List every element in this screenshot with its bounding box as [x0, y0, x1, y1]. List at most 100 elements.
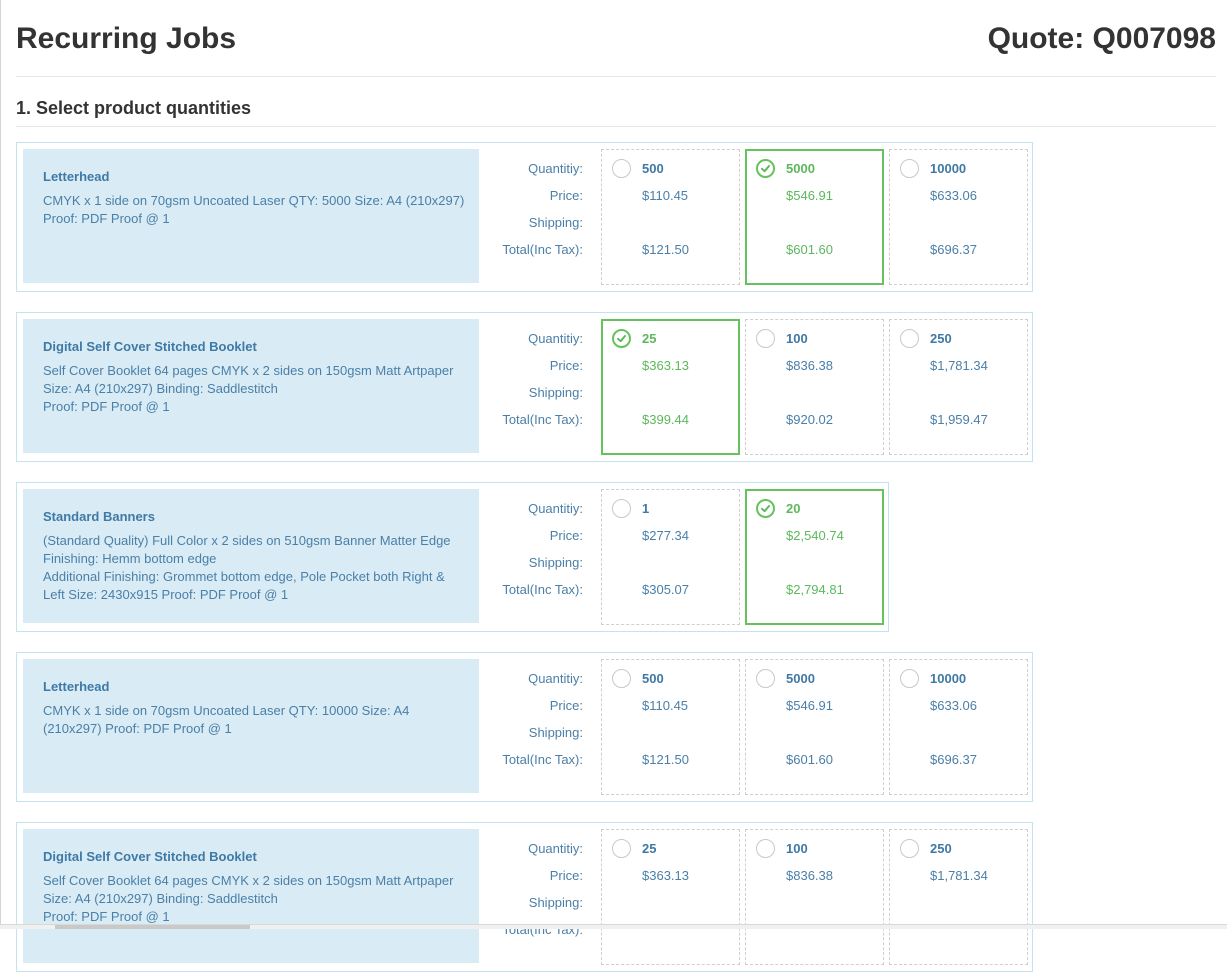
- quantity-option[interactable]: 100 $836.38: [745, 829, 884, 965]
- radio-button[interactable]: [900, 669, 919, 688]
- product-description: CMYK x 1 side on 70gsm Uncoated Laser QT…: [43, 702, 473, 738]
- option-quantity: 250: [930, 331, 952, 346]
- option-price: $2,540.74: [786, 528, 844, 543]
- radio-button[interactable]: [612, 329, 631, 348]
- quantity-option[interactable]: 10000 $633.06 $696.37: [889, 149, 1028, 285]
- product-description-line: Finishing: Hemm bottom edge: [43, 551, 217, 566]
- radio-button[interactable]: [900, 159, 919, 178]
- option-quantity: 500: [642, 161, 664, 176]
- product-name: Digital Self Cover Stitched Booklet: [43, 849, 257, 864]
- option-total: $121.50: [642, 752, 689, 767]
- quantity-option[interactable]: 5000 $546.91 $601.60: [745, 149, 884, 285]
- option-total: $399.44: [642, 412, 689, 427]
- option-price: $110.45: [642, 188, 689, 203]
- option-price: $633.06: [930, 188, 977, 203]
- quantity-option[interactable]: 100 $836.38 $920.02: [745, 319, 884, 455]
- product-card: Standard Banners (Standard Quality) Full …: [16, 482, 889, 632]
- option-total: $601.60: [786, 752, 833, 767]
- product-description: (Standard Quality) Full Color x 2 sides …: [43, 532, 473, 604]
- product-description-box: Digital Self Cover Stitched Booklet Self …: [23, 829, 479, 963]
- option-price: $110.45: [642, 698, 689, 713]
- label-price: Price:: [549, 868, 583, 883]
- quantity-option[interactable]: 500 $110.45 $121.50: [601, 149, 740, 285]
- page-header: Recurring Jobs Quote: Q007098: [16, 22, 1216, 77]
- product-card: Digital Self Cover Stitched Booklet Self …: [16, 312, 1033, 462]
- label-quantity: Quantitiy:: [528, 331, 583, 346]
- product-description-line: Additional Finishing: Grommet bottom edg…: [43, 569, 445, 584]
- product-name: Standard Banners: [43, 509, 155, 524]
- section-header: 1. Select product quantities: [16, 98, 1216, 127]
- label-quantity: Quantitiy:: [528, 501, 583, 516]
- label-quantity: Quantitiy:: [528, 161, 583, 176]
- option-quantity: 500: [642, 671, 664, 686]
- option-price: $363.13: [642, 868, 689, 883]
- horizontal-scrollbar[interactable]: [0, 924, 1227, 929]
- check-icon: [617, 335, 626, 343]
- product-card: Letterhead CMYK x 1 side on 70gsm Uncoate…: [16, 652, 1033, 802]
- label-shipping: Shipping:: [528, 555, 583, 570]
- quantity-option[interactable]: 5000 $546.91 $601.60: [745, 659, 884, 795]
- label-total: Total(Inc Tax):: [502, 242, 583, 257]
- product-description-line: Proof: PDF Proof @ 1: [43, 211, 170, 226]
- option-quantity: 100: [786, 841, 808, 856]
- option-total: $696.37: [930, 242, 977, 257]
- radio-button[interactable]: [612, 669, 631, 688]
- product-description-line: (Standard Quality) Full Color x 2 sides …: [43, 533, 451, 548]
- row-labels: Quantitiy: Price: Shipping: Total(Inc Tax):: [487, 670, 583, 778]
- product-card: Digital Self Cover Stitched Booklet Self …: [16, 822, 1033, 972]
- section-title: 1. Select product quantities: [16, 98, 252, 118]
- option-quantity: 25: [642, 841, 657, 856]
- product-description-line: Proof: PDF Proof @ 1: [43, 399, 170, 414]
- product-name: Letterhead: [43, 679, 110, 694]
- label-quantity: Quantitiy:: [528, 841, 583, 856]
- label-quantity: Quantitiy:: [528, 671, 583, 686]
- product-description-box: Letterhead CMYK x 1 side on 70gsm Uncoate…: [23, 149, 479, 283]
- label-price: Price:: [549, 188, 583, 203]
- product-description-line: Size: A4 (210x297) Binding: Saddlestitch: [43, 891, 278, 906]
- label-shipping: Shipping:: [528, 895, 583, 910]
- quantity-option[interactable]: 25 $363.13 $399.44: [601, 319, 740, 455]
- option-total: $696.37: [930, 752, 977, 767]
- radio-button[interactable]: [756, 329, 775, 348]
- product-description-line: (210x297) Proof: PDF Proof @ 1: [43, 721, 232, 736]
- scrollbar-thumb[interactable]: [55, 925, 250, 929]
- product-description: Self Cover Booklet 64 pages CMYK x 2 sid…: [43, 362, 473, 416]
- radio-button[interactable]: [612, 159, 631, 178]
- option-total: $601.60: [786, 242, 833, 257]
- radio-button[interactable]: [756, 669, 775, 688]
- left-border: [0, 0, 1, 928]
- product-description-line: CMYK x 1 side on 70gsm Uncoated Laser QT…: [43, 703, 410, 718]
- quantity-option[interactable]: 20 $2,540.74 $2,794.81: [745, 489, 884, 625]
- radio-button[interactable]: [612, 839, 631, 858]
- check-icon: [761, 165, 770, 173]
- radio-button[interactable]: [756, 159, 775, 178]
- radio-button[interactable]: [900, 839, 919, 858]
- product-description-line: CMYK x 1 side on 70gsm Uncoated Laser QT…: [43, 193, 465, 208]
- radio-button[interactable]: [612, 499, 631, 518]
- radio-button[interactable]: [756, 839, 775, 858]
- quantity-option[interactable]: 500 $110.45 $121.50: [601, 659, 740, 795]
- quantity-option[interactable]: 250 $1,781.34 $1,959.47: [889, 319, 1028, 455]
- option-quantity: 20: [786, 501, 801, 516]
- label-total: Total(Inc Tax):: [502, 412, 583, 427]
- row-labels: Quantitiy: Price: Shipping: Total(Inc Tax):: [487, 330, 583, 438]
- product-name: Letterhead: [43, 169, 110, 184]
- quantity-option[interactable]: 10000 $633.06 $696.37: [889, 659, 1028, 795]
- page-title: Recurring Jobs: [16, 22, 237, 55]
- option-price: $546.91: [786, 188, 833, 203]
- option-price: $836.38: [786, 358, 833, 373]
- product-description-box: Standard Banners (Standard Quality) Full …: [23, 489, 479, 623]
- label-shipping: Shipping:: [528, 385, 583, 400]
- radio-button[interactable]: [756, 499, 775, 518]
- quantity-option[interactable]: 25 $363.13: [601, 829, 740, 965]
- option-quantity: 1: [642, 501, 650, 516]
- option-quantity: 5000: [786, 671, 815, 686]
- option-price: $836.38: [786, 868, 833, 883]
- quantity-option[interactable]: 250 $1,781.34: [889, 829, 1028, 965]
- option-price: $1,781.34: [930, 358, 988, 373]
- product-card: Letterhead CMYK x 1 side on 70gsm Uncoate…: [16, 142, 1033, 292]
- option-price: $546.91: [786, 698, 833, 713]
- quantity-option[interactable]: 1 $277.34 $305.07: [601, 489, 740, 625]
- option-quantity: 10000: [930, 161, 967, 176]
- radio-button[interactable]: [900, 329, 919, 348]
